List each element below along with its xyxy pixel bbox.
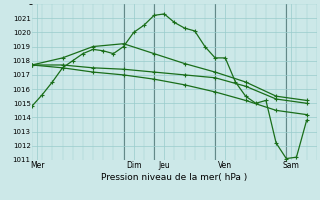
X-axis label: Pression niveau de la mer( hPa ): Pression niveau de la mer( hPa )	[101, 173, 248, 182]
